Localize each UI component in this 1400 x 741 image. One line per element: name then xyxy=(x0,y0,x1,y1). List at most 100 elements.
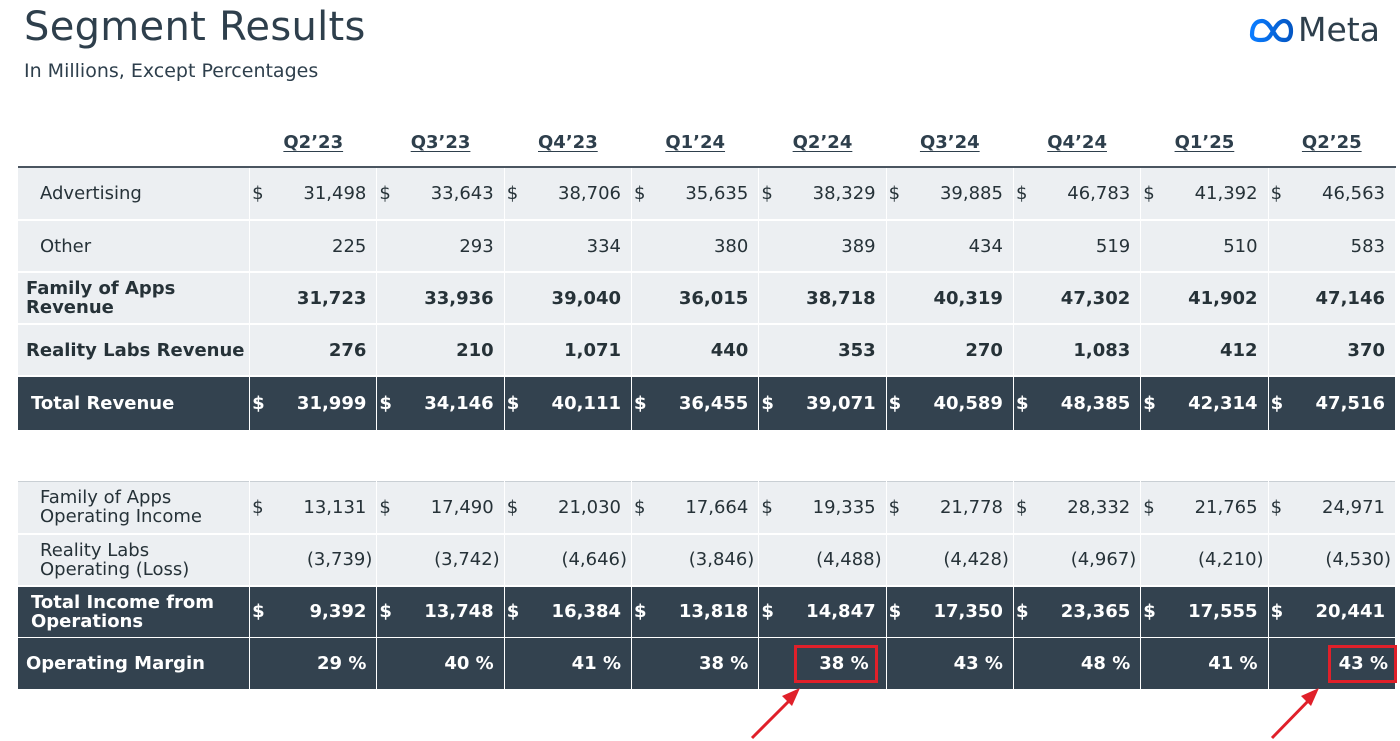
currency-symbol: $ xyxy=(886,585,909,638)
cell-value: 33,936 xyxy=(398,272,505,325)
meta-infinity-icon xyxy=(1249,18,1294,42)
column-header: Q4’24 xyxy=(1013,118,1141,168)
currency-symbol: $ xyxy=(249,585,272,638)
currency-symbol: $ xyxy=(1268,167,1291,221)
cell-value: 46,563 xyxy=(1290,167,1397,221)
currency-symbol: $ xyxy=(1140,376,1163,431)
cell-value: 36,015 xyxy=(653,272,760,325)
cell-value-highlighted: 43 % xyxy=(1290,637,1397,690)
cell-value: (4,530) xyxy=(1290,533,1397,587)
cell-value: 21,765 xyxy=(1162,481,1269,535)
table-row-reality-labs-operating-loss: Reality Labs Operating (Loss) (3,739) (3… xyxy=(18,533,1397,587)
cell-value: (3,742) xyxy=(398,533,505,587)
cell-value: 21,030 xyxy=(526,481,633,535)
cell-value: 510 xyxy=(1162,220,1269,273)
cell-value: 16,384 xyxy=(526,585,633,638)
row-label: Reality Labs Revenue xyxy=(18,324,251,377)
row-label-line: Reality Labs xyxy=(40,539,150,561)
cell-value: 41,392 xyxy=(1162,167,1269,221)
currency-symbol: $ xyxy=(1013,585,1036,638)
logo-text: Meta xyxy=(1298,10,1380,49)
cell-value: (4,488) xyxy=(780,533,887,587)
cell-value: (4,646) xyxy=(526,533,633,587)
cell-value: 353 xyxy=(780,324,887,377)
cell-value: 46,783 xyxy=(1035,167,1142,221)
cell-value: 23,365 xyxy=(1035,585,1142,638)
currency-symbol: $ xyxy=(886,376,909,431)
table-row-other: Other 225 293 334 380 389 434 519 510 58… xyxy=(18,220,1397,273)
cell-value: 370 xyxy=(1290,324,1397,377)
row-label: Operating Margin xyxy=(18,637,251,690)
column-header: Q4’23 xyxy=(504,118,632,168)
row-label: Advertising xyxy=(18,167,251,221)
cell-value: (4,967) xyxy=(1035,533,1142,587)
currency-symbol: $ xyxy=(376,585,399,638)
table-row-total-revenue: Total Revenue $31,999 $34,146 $40,111 $3… xyxy=(18,376,1397,431)
currency-symbol: $ xyxy=(249,376,272,431)
cell-value: 41,902 xyxy=(1162,272,1269,325)
meta-logo: Meta xyxy=(1248,10,1380,49)
cell-value: 29 % xyxy=(271,637,378,690)
page-subtitle: In Millions, Except Percentages xyxy=(24,60,319,82)
cell-value: 24,971 xyxy=(1290,481,1397,535)
revenue-table: Q2’23 Q3’23 Q4’23 Q1’24 Q2’24 Q3’24 Q4’2… xyxy=(18,118,1397,431)
row-label: Total Revenue xyxy=(18,376,251,431)
currency-symbol: $ xyxy=(758,585,781,638)
currency-symbol: $ xyxy=(504,481,527,535)
cell-value: 519 xyxy=(1035,220,1142,273)
column-header: Q1’24 xyxy=(631,118,759,168)
currency-symbol: $ xyxy=(886,481,909,535)
column-header: Q2’23 xyxy=(249,118,377,168)
row-label: Other xyxy=(18,220,251,273)
red-arrow-icon xyxy=(1270,688,1319,740)
currency-symbol: $ xyxy=(1013,167,1036,221)
cell-value: 39,071 xyxy=(780,376,887,431)
cell-value: 38,718 xyxy=(780,272,887,325)
cell-value: 38,329 xyxy=(780,167,887,221)
highlight-box: 43 % xyxy=(1327,644,1397,683)
cell-value: 17,555 xyxy=(1162,585,1269,638)
cell-value: 270 xyxy=(908,324,1014,377)
row-label-line: Operating Income xyxy=(40,506,202,528)
currency-symbol: $ xyxy=(376,167,399,221)
cell-value: 34,146 xyxy=(398,376,505,431)
currency-symbol: $ xyxy=(504,585,527,638)
cell-value: 41 % xyxy=(526,637,633,690)
currency-symbol: $ xyxy=(1268,376,1291,431)
cell-value: 47,302 xyxy=(1035,272,1142,325)
cell-value: 40 % xyxy=(398,637,505,690)
currency-symbol: $ xyxy=(758,376,781,431)
row-label: Total Income from Operations xyxy=(18,585,251,638)
highlight-box: 38 % xyxy=(794,644,878,683)
cell-value: 14,847 xyxy=(780,585,887,638)
row-label-line: Total Income from xyxy=(31,591,215,613)
currency-symbol: $ xyxy=(631,167,654,221)
cell-value: 31,498 xyxy=(271,167,378,221)
cell-value: (4,210) xyxy=(1162,533,1269,587)
column-header: Q2’25 xyxy=(1268,118,1396,168)
row-label-line: Family of Apps xyxy=(40,487,172,509)
cell-value: 210 xyxy=(398,324,505,377)
cell-value: 1,083 xyxy=(1035,324,1142,377)
row-label-line: Operations xyxy=(31,610,144,632)
operating-table: Family of Apps Operating Income $13,131 … xyxy=(18,481,1397,690)
row-label-line: Revenue xyxy=(26,297,114,318)
cell-value: 13,748 xyxy=(398,585,505,638)
cell-value: 33,643 xyxy=(398,167,505,221)
column-header: Q2’24 xyxy=(758,118,887,168)
cell-value: 31,999 xyxy=(271,376,378,431)
currency-symbol: $ xyxy=(376,481,399,535)
cell-value: 39,040 xyxy=(526,272,633,325)
cell-value: 17,490 xyxy=(398,481,505,535)
currency-symbol: $ xyxy=(504,376,527,431)
cell-value: 43 % xyxy=(908,637,1014,690)
cell-value: 40,319 xyxy=(908,272,1014,325)
cell-value: 13,131 xyxy=(271,481,378,535)
currency-symbol: $ xyxy=(1140,585,1163,638)
cell-value: 28,332 xyxy=(1035,481,1142,535)
cell-value: 21,778 xyxy=(908,481,1014,535)
cell-value: 13,818 xyxy=(653,585,760,638)
row-label-line: Operating (Loss) xyxy=(40,558,190,580)
cell-value: 35,635 xyxy=(653,167,760,221)
